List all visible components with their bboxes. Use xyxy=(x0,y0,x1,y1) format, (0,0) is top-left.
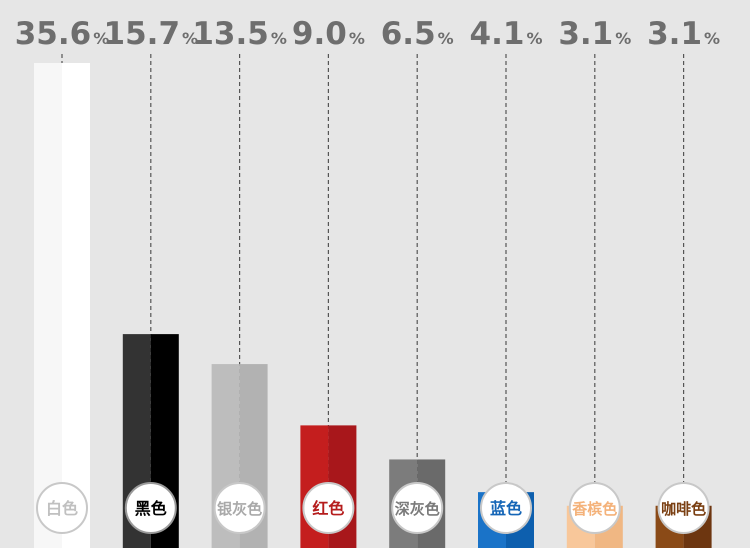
category-label: 深灰色 xyxy=(395,500,440,518)
value-label: 6.5% xyxy=(381,16,454,52)
value-number: 35.6 xyxy=(15,16,92,52)
value-label: 9.0% xyxy=(292,16,365,52)
category-label: 香槟色 xyxy=(572,500,617,518)
value-unit: % xyxy=(615,29,631,48)
value-unit: % xyxy=(438,29,454,48)
category-label: 蓝色 xyxy=(490,499,522,518)
category-circle xyxy=(302,482,355,534)
bar-group: 3.1 % 咖啡色 xyxy=(647,16,720,548)
value-number: 3.1 xyxy=(558,16,613,52)
bar xyxy=(34,63,62,548)
bar-group: 6.5 % 深灰色 xyxy=(381,16,454,548)
value-unit: % xyxy=(93,29,109,48)
category-label: 银灰色 xyxy=(217,500,262,518)
value-number: 6.5 xyxy=(381,16,436,52)
bar-group: 4.1 % 蓝色 xyxy=(470,16,543,548)
category-circle xyxy=(568,482,621,534)
category-circle xyxy=(213,482,266,534)
value-number: 4.1 xyxy=(470,16,525,52)
value-unit: % xyxy=(704,29,720,48)
category-circle xyxy=(480,482,532,534)
bar-shade xyxy=(62,63,90,548)
category-circle xyxy=(36,482,88,534)
value-label: 4.1% xyxy=(470,16,543,52)
category-label: 白色 xyxy=(46,499,78,518)
value-unit: % xyxy=(182,29,198,48)
value-label: 35.6% xyxy=(15,16,110,52)
bar-group: 35.6 % 白色 xyxy=(15,16,110,548)
bar-group: 9.0 % 红色 xyxy=(292,16,365,548)
value-unit: % xyxy=(526,29,542,48)
bar-group: 3.1 % 香槟色 xyxy=(558,16,631,548)
value-unit: % xyxy=(349,29,365,48)
value-label: 15.7% xyxy=(104,16,199,52)
bar-group: 13.5 % 银灰色 xyxy=(192,16,287,548)
category-label: 黑色 xyxy=(135,499,167,518)
category-circle xyxy=(124,482,177,534)
category-label: 咖啡色 xyxy=(661,500,706,518)
category-label: 红色 xyxy=(312,499,344,518)
value-label: 3.1% xyxy=(558,16,631,52)
category-circle xyxy=(657,482,710,534)
category-circle xyxy=(391,482,444,534)
value-label: 13.5% xyxy=(192,16,287,52)
value-label: 3.1% xyxy=(647,16,720,52)
value-number: 9.0 xyxy=(292,16,347,52)
value-unit: % xyxy=(271,29,287,48)
value-number: 13.5 xyxy=(192,16,269,52)
bar-group: 15.7 % 黑色 xyxy=(104,16,199,548)
value-number: 3.1 xyxy=(647,16,702,52)
value-number: 15.7 xyxy=(104,16,181,52)
